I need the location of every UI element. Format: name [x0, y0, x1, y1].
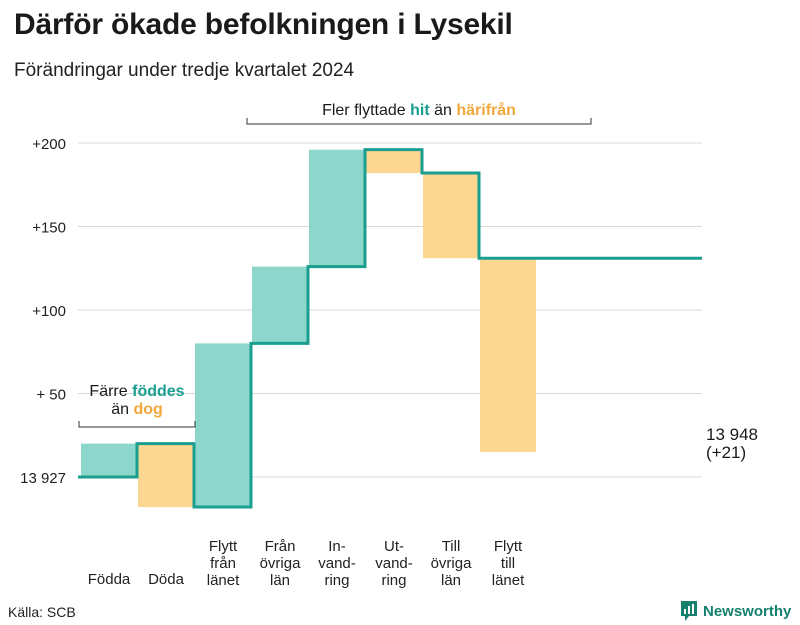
- bar-3: [195, 343, 251, 508]
- y-tick-label: +100: [32, 303, 66, 320]
- natural-bracket: [78, 421, 196, 428]
- x-tick-label: Flytt från länet: [207, 538, 240, 589]
- x-tick-label: Till övriga län: [431, 538, 473, 589]
- migration-annotation-harifran: härifrån: [456, 102, 516, 119]
- migration-annotation: Fler flyttade hit än härifrån: [247, 102, 591, 120]
- bars: [81, 149, 536, 508]
- x-tick-label: Flytt till länet: [492, 538, 525, 589]
- natural-annotation-middle: än: [111, 401, 129, 418]
- brand-name: Newsworthy: [703, 602, 792, 620]
- bar-2: [138, 443, 194, 508]
- bar-8: [480, 258, 536, 452]
- y-tick-label: 13 927: [20, 470, 66, 487]
- bar-7: [423, 173, 479, 259]
- migration-annotation-middle: än: [434, 102, 452, 119]
- x-tick-label: In-vand-ring: [318, 538, 356, 589]
- x-tick-label: Ut-vand-ring: [375, 538, 413, 589]
- x-tick-label: Döda: [148, 571, 185, 588]
- chart-subtitle: Förändringar under tredje kvartalet 2024: [14, 60, 355, 81]
- grid-lines: [78, 142, 702, 478]
- brackets: [78, 118, 592, 428]
- bar-5: [309, 149, 365, 267]
- x-tick-label: Från övriga län: [260, 538, 302, 589]
- end-value-label: 13 948: [706, 425, 758, 444]
- migration-bracket: [246, 118, 592, 125]
- migration-annotation-hit: hit: [410, 102, 430, 119]
- newsworthy-logo-icon: [681, 601, 697, 621]
- natural-annotation-fodda: föddes: [132, 383, 185, 400]
- y-tick-label: + 50: [36, 387, 66, 404]
- y-axis-ticks: 13 927 + 50 +100 +150 +200: [20, 136, 66, 487]
- x-tick-label: Födda: [88, 571, 131, 588]
- x-axis-labels: Födda Döda Flytt från länet Från övriga län In-v…: [88, 538, 525, 589]
- end-change-label: (+21): [706, 443, 746, 462]
- bar-4: [252, 266, 308, 344]
- natural-annotation-prefix: Färre: [89, 383, 128, 400]
- source-note: Källa: SCB: [8, 604, 76, 620]
- chart-title: Därför ökade befolkningen i Lysekil: [14, 8, 513, 41]
- migration-annotation-prefix: Fler flyttade: [322, 102, 406, 119]
- natural-annotation: Färre föddes än dog: [72, 383, 202, 419]
- y-tick-label: +200: [32, 136, 66, 153]
- bar-1: [81, 443, 137, 477]
- brand-logo: Newsworthy: [680, 600, 791, 622]
- y-tick-label: +150: [32, 220, 66, 237]
- natural-annotation-dog: dog: [133, 401, 163, 418]
- bar-6: [366, 149, 422, 174]
- cumulative-line: [78, 148, 702, 509]
